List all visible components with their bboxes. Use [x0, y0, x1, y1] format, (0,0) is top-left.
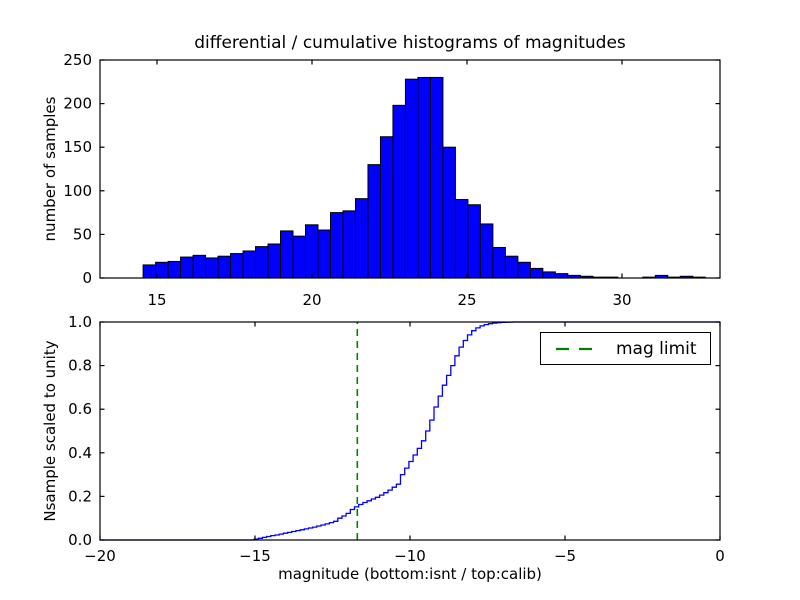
histogram-bar — [442, 146, 456, 279]
bottom-axes-x-tick-label: −10 — [394, 547, 426, 565]
bottom-axes-y-tick-label: 0.4 — [68, 444, 92, 462]
histogram-bar — [504, 255, 519, 279]
top-axes-y-tick-label: 200 — [63, 95, 92, 113]
bottom-y-axis-label: Nsample scaled to unity — [41, 340, 59, 522]
top-axes-frame — [99, 59, 721, 279]
bottom-axes-y-tick-label: 1.0 — [68, 313, 92, 331]
top-axes-y-tick-label: 50 — [73, 225, 92, 243]
histogram-bar — [554, 273, 569, 279]
histogram-bar — [492, 246, 506, 279]
histogram-bar — [379, 136, 394, 279]
bottom-axes-y-tick-label: 0.2 — [68, 487, 92, 505]
top-axes-y-tick-label: 0 — [82, 269, 92, 287]
histogram-bar — [517, 261, 531, 279]
histogram-bar — [317, 229, 331, 279]
legend-dashed-line-icon — [556, 347, 598, 350]
histogram-bar — [242, 250, 257, 279]
histogram-bar — [404, 78, 419, 279]
histogram-bar — [205, 257, 219, 279]
bottom-axes-x-tick-label: −5 — [554, 547, 576, 565]
cumulative-curve — [100, 321, 720, 541]
histogram-bar — [454, 199, 469, 279]
top-axes-x-tick-label: 25 — [457, 291, 476, 309]
figure-title: differential / cumulative histograms of … — [194, 33, 626, 53]
top-axes-x-tick-label: 20 — [302, 291, 321, 309]
histogram-bar — [479, 223, 494, 279]
top-axes-y-tick-label: 150 — [63, 138, 92, 156]
histogram-bar — [392, 104, 406, 279]
bottom-axes-frame — [99, 321, 721, 541]
bottom-axes-y-tick-label: 0.8 — [68, 357, 92, 375]
histogram-bar — [354, 198, 369, 279]
top-axes-x-tick-label: 15 — [147, 291, 166, 309]
histogram-bar — [329, 212, 344, 279]
histogram-bar — [467, 204, 481, 279]
histogram-bar — [305, 224, 319, 279]
bottom-axes-x-tick-label: −20 — [84, 547, 116, 565]
x-axis-label: magnitude (bottom:isnt / top:calib) — [278, 565, 542, 583]
top-axes-y-tick-label: 100 — [63, 182, 92, 200]
legend: mag limit — [540, 332, 711, 365]
histogram-bar — [342, 210, 356, 279]
top-axes-y-tick-label: 250 — [63, 51, 92, 69]
histogram-bar — [292, 235, 307, 279]
bottom-axes-x-tick-label: 0 — [715, 547, 725, 565]
histogram-bar — [267, 243, 282, 279]
histogram-bar — [429, 76, 444, 279]
bottom-axes-x-tick-label: −15 — [239, 547, 271, 565]
histogram-bar — [367, 164, 381, 279]
histogram-bar — [217, 255, 232, 279]
histogram-bar — [280, 230, 294, 279]
histogram-bar — [167, 260, 182, 279]
histogram-bar — [192, 254, 207, 279]
top-axes-x-tick-label: 30 — [612, 291, 631, 309]
top-y-axis-label: number of samples — [41, 96, 59, 242]
legend-label: mag limit — [616, 338, 697, 359]
histogram-bar — [542, 271, 556, 279]
bottom-axes-y-tick-label: 0.0 — [68, 531, 92, 549]
histogram-bar — [230, 253, 244, 279]
histogram-bar — [529, 267, 544, 279]
bottom-axes-y-tick-label: 0.6 — [68, 400, 92, 418]
histogram-bar — [142, 264, 157, 279]
histogram-bar — [417, 76, 431, 279]
histogram-bar — [180, 256, 194, 279]
histogram-bar — [255, 246, 269, 279]
